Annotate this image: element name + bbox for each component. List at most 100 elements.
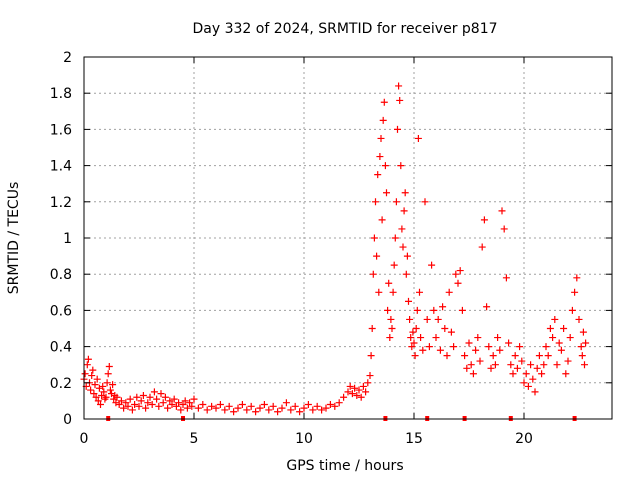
data-point <box>175 399 183 407</box>
data-point <box>221 406 229 414</box>
y-tick-label: 1.2 <box>50 195 72 211</box>
data-point <box>105 363 113 371</box>
data-point <box>507 361 515 369</box>
data-point <box>485 343 493 351</box>
data-point <box>518 357 526 365</box>
data-point <box>417 334 425 342</box>
data-point <box>238 401 246 409</box>
data-point <box>564 357 572 365</box>
data-point <box>322 404 330 412</box>
data-point <box>458 306 466 314</box>
data-point <box>551 315 559 323</box>
y-tick-label: 1.6 <box>50 122 72 138</box>
data-point <box>386 334 394 342</box>
data-point <box>153 395 161 403</box>
data-point <box>126 395 134 403</box>
data-point <box>403 252 411 260</box>
data-point <box>362 388 370 396</box>
data-point <box>524 382 532 390</box>
data-point <box>139 391 147 399</box>
data-point <box>172 402 180 410</box>
data-point <box>425 343 433 351</box>
data-point <box>436 346 444 354</box>
data-point <box>387 315 395 323</box>
data-point <box>553 361 561 369</box>
x-tick-label: 5 <box>190 431 199 447</box>
data-point <box>269 402 277 410</box>
data-point <box>562 370 570 378</box>
data-point <box>472 346 480 354</box>
data-point <box>557 346 565 354</box>
data-point <box>579 328 587 336</box>
data-point <box>434 315 442 323</box>
data-point <box>291 402 299 410</box>
data-point <box>396 96 404 104</box>
data-point <box>359 382 367 390</box>
data-point <box>93 375 101 383</box>
data-point <box>400 207 408 215</box>
data-point <box>577 343 585 351</box>
data-point <box>94 397 102 405</box>
data-point <box>405 297 412 305</box>
data-point <box>439 303 447 311</box>
data-point <box>340 393 348 401</box>
data-point <box>383 189 390 197</box>
data-point <box>183 404 191 412</box>
data-point <box>364 379 372 387</box>
data-point <box>106 386 114 394</box>
data-point <box>128 406 136 414</box>
data-point <box>374 171 382 179</box>
y-axis-ticks: 0 0.2 0.4 0.6 0.8 1 1.2 1.4 1.6 1.8 2 <box>50 50 612 428</box>
data-point <box>467 361 475 369</box>
data-point <box>296 408 304 416</box>
data-point <box>430 306 438 314</box>
data-point <box>441 325 449 332</box>
data-points <box>80 82 590 416</box>
data-point <box>520 379 528 387</box>
data-point <box>454 279 462 287</box>
data-point <box>216 401 224 409</box>
data-point <box>300 404 308 412</box>
data-point <box>109 381 117 389</box>
data-point <box>194 404 202 412</box>
data-point <box>353 391 361 399</box>
y-tick-label: 0.6 <box>50 303 72 319</box>
grid-lines <box>84 57 612 419</box>
data-point <box>348 390 356 398</box>
data-point <box>522 370 530 378</box>
data-point <box>469 370 477 378</box>
data-point <box>234 404 242 412</box>
data-point <box>378 216 386 224</box>
data-point <box>95 384 103 392</box>
data-point <box>243 406 251 414</box>
data-point <box>282 399 290 407</box>
data-point <box>113 393 121 401</box>
data-point <box>392 198 400 206</box>
data-point <box>331 402 339 410</box>
data-point <box>168 401 176 409</box>
data-point <box>555 339 563 347</box>
data-point <box>142 404 150 412</box>
data-point <box>381 162 389 170</box>
data-point <box>419 346 427 354</box>
data-point <box>376 153 384 161</box>
data-point <box>478 243 486 251</box>
data-point <box>406 315 414 323</box>
data-point <box>412 325 420 332</box>
data-point <box>133 393 141 401</box>
data-point <box>389 288 397 296</box>
y-tick-label: 0.4 <box>50 340 72 356</box>
data-point <box>104 370 112 378</box>
data-point <box>369 270 377 278</box>
data-point <box>575 315 583 323</box>
data-point <box>252 408 260 416</box>
data-point <box>170 395 178 403</box>
data-point <box>411 352 419 360</box>
data-point <box>203 406 211 414</box>
data-point <box>571 288 579 296</box>
data-point <box>377 134 385 142</box>
data-point <box>103 379 111 387</box>
data-point <box>115 401 123 409</box>
data-point <box>89 366 97 374</box>
data-point <box>540 361 548 369</box>
